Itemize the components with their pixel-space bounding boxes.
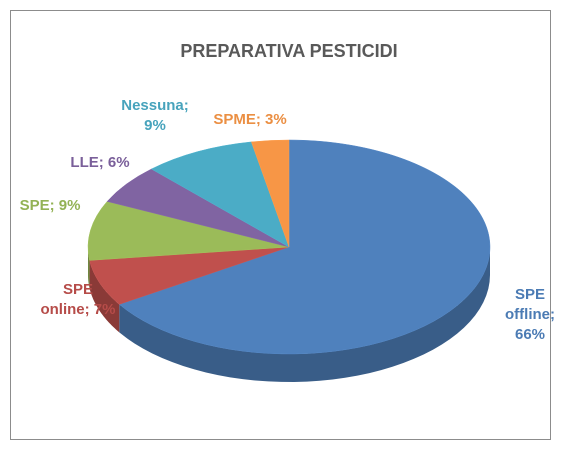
data-label: SPE offline; 66% [505,286,555,343]
data-label: LLE; 6% [70,154,130,171]
data-label: Nessuna; 9% [121,97,189,134]
slice-side [89,260,120,333]
slice [250,139,290,248]
slice [87,201,290,261]
slice-side [88,247,90,289]
slice [118,139,491,355]
slice [150,141,290,248]
chart-title: PREPARATIVA PESTICIDI [180,41,397,61]
data-label: SPE; 9% [19,197,81,214]
data-label: SPME; 3% [213,111,287,128]
data-label: SPE online; 7% [40,281,116,318]
slice-side [119,247,490,382]
